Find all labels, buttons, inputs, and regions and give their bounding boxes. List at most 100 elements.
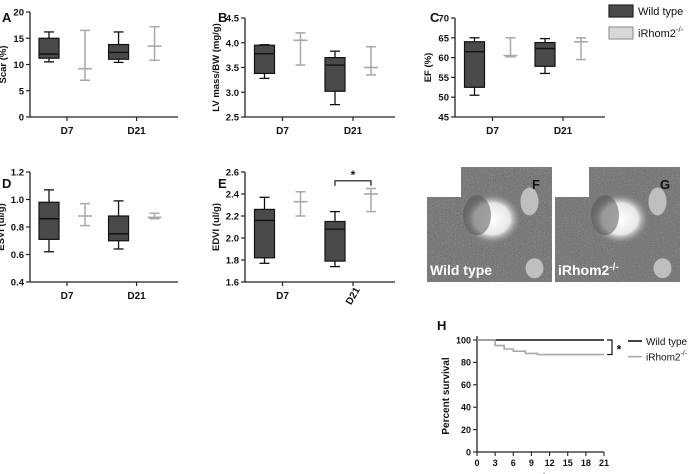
- panel-letter: D: [2, 176, 11, 191]
- y-tick-label: 0: [19, 113, 24, 124]
- image-panel-f: Wild type F: [427, 167, 552, 282]
- image-caption: iRhom2-/-: [558, 262, 619, 278]
- y-tick-label: 1.6: [226, 278, 239, 289]
- y-tick-label: 1.2: [11, 168, 24, 179]
- image-caption-base: Wild type: [430, 262, 492, 278]
- vessel-signal: [520, 187, 539, 216]
- x-tick-label: D21: [554, 126, 573, 137]
- wild-type-box: [107, 215, 130, 242]
- y-axis-label: ESVI (ul/g): [0, 203, 7, 251]
- legend-label: Wild type: [638, 6, 683, 18]
- x-tick-label: 21: [599, 458, 609, 468]
- y-tick-label: 65: [438, 33, 449, 44]
- survival-line-irhom2: [477, 339, 604, 356]
- legend-label-base: Wild type: [638, 6, 683, 18]
- image-caption-superscript: -/-: [609, 262, 618, 273]
- x-tick-label: 0: [474, 458, 479, 468]
- legend-label-superscript: -/-: [676, 25, 684, 34]
- corner-mask: [555, 167, 589, 197]
- y-tick-label: 70: [438, 14, 449, 25]
- y-tick-label: 10: [13, 60, 24, 71]
- y-tick-label: 2.4: [226, 190, 240, 201]
- panel-letter: B: [218, 10, 227, 25]
- legend-label: iRhom2-/-: [638, 25, 684, 40]
- wild-type-box: [324, 56, 346, 92]
- y-tick-label: 3.0: [226, 88, 239, 99]
- panel-letter: A: [2, 10, 12, 25]
- significance-bracket: [607, 339, 613, 356]
- x-tick-label: D7: [276, 291, 289, 302]
- x-tick-label: D7: [486, 126, 499, 137]
- survival-legend-label: Wild type: [646, 337, 688, 348]
- y-axis-label: EDVI (ul/g): [211, 203, 222, 251]
- y-tick-label: 4.0: [226, 38, 239, 49]
- x-tick-label: 15: [563, 458, 573, 468]
- y-tick-label: 20: [13, 8, 24, 19]
- y-tick-label: 3.5: [226, 63, 240, 74]
- panel-letter: F: [532, 177, 540, 192]
- y-tick-label: 50: [438, 93, 449, 104]
- panel-letter: G: [660, 177, 670, 192]
- y-tick-label: 2.5: [226, 113, 240, 124]
- y-tick-label: 80: [461, 358, 471, 368]
- survival-legend-label-base: iRhom2: [646, 353, 681, 364]
- survival-legend-label-base: Wild type: [646, 337, 688, 348]
- wild-type-box: [463, 41, 486, 88]
- y-tick-label: 1.0: [11, 195, 24, 206]
- wild-type-box: [38, 37, 60, 59]
- wild-type-box: [253, 44, 276, 75]
- panel-letter: E: [218, 176, 227, 191]
- wild-type-box: [534, 41, 556, 67]
- panel-h: H 0 20 40 60 80 100 0 3 6 9 12 15 18 21 Percent surviva…: [437, 318, 688, 474]
- vessel-signal: [648, 187, 667, 216]
- y-tick-label: 100: [456, 335, 471, 345]
- y-tick-label: 2.6: [226, 168, 239, 179]
- survival-legend-label: iRhom2-/-: [646, 351, 688, 364]
- heart-wall: [463, 195, 491, 236]
- survival-legend-label-superscript: -/-: [680, 351, 687, 358]
- legend-swatch: [608, 26, 634, 40]
- y-tick-label: 0.6: [11, 250, 24, 261]
- x-tick-label: 12: [545, 458, 555, 468]
- panel-d: D 0.4 0.6 0.8 1.0 1.2 ESVI (ul/g) D7 D21: [0, 168, 178, 302]
- vessel-signal: [525, 258, 544, 279]
- x-tick-label: D7: [61, 291, 74, 302]
- y-tick-label: 45: [438, 113, 449, 124]
- y-tick-label: 5: [19, 86, 25, 97]
- x-tick-label: D21: [127, 126, 146, 137]
- legend-swatch: [608, 4, 634, 18]
- significance-star: *: [617, 342, 622, 356]
- legend: Wild type iRhom2-/-: [608, 4, 684, 40]
- y-tick-label: 0.8: [11, 223, 24, 234]
- y-tick-label: 2.0: [226, 234, 239, 245]
- vessel-signal: [653, 258, 672, 279]
- y-tick-label: 20: [461, 425, 471, 435]
- y-tick-label: 4.5: [226, 14, 240, 25]
- y-tick-label: 2.2: [226, 212, 239, 223]
- y-tick-label: 60: [461, 380, 471, 390]
- corner-mask: [427, 167, 461, 197]
- panel-c: C 45 50 55 60 65 70 EF (%) D7 D21: [423, 10, 605, 137]
- y-tick-label: 1.8: [226, 256, 239, 267]
- x-tick-label: D7: [61, 126, 74, 137]
- x-tick-label: D21: [127, 291, 146, 302]
- x-tick-label: 9: [529, 458, 534, 468]
- y-axis-label: LV mass/BW (mg/g): [211, 23, 222, 112]
- y-tick-label: 60: [438, 53, 449, 64]
- image-caption-base: iRhom2: [558, 262, 610, 278]
- wild-type-box: [38, 201, 60, 240]
- wild-type-box: [253, 208, 276, 259]
- x-tick-label: D21: [344, 126, 363, 137]
- x-tick-label: 6: [511, 458, 516, 468]
- panel-b: B 2.5 3.0 3.5 4.0 4.5 LV mass/BW (mg/g) D7 D21: [211, 10, 395, 137]
- heart-wall: [591, 195, 619, 236]
- y-tick-label: 55: [438, 73, 449, 84]
- significance-bracket: [334, 180, 372, 186]
- x-tick-label: D21: [344, 285, 363, 307]
- panel-letter: H: [437, 318, 446, 333]
- wild-type-box: [324, 220, 346, 262]
- panel-letter: C: [430, 10, 440, 25]
- image-caption: Wild type: [430, 262, 492, 278]
- panel-e: E 1.6 1.8 2.0 2.2 2.4 2.6 EDVI (ul/g) D7 D21 *: [211, 168, 395, 307]
